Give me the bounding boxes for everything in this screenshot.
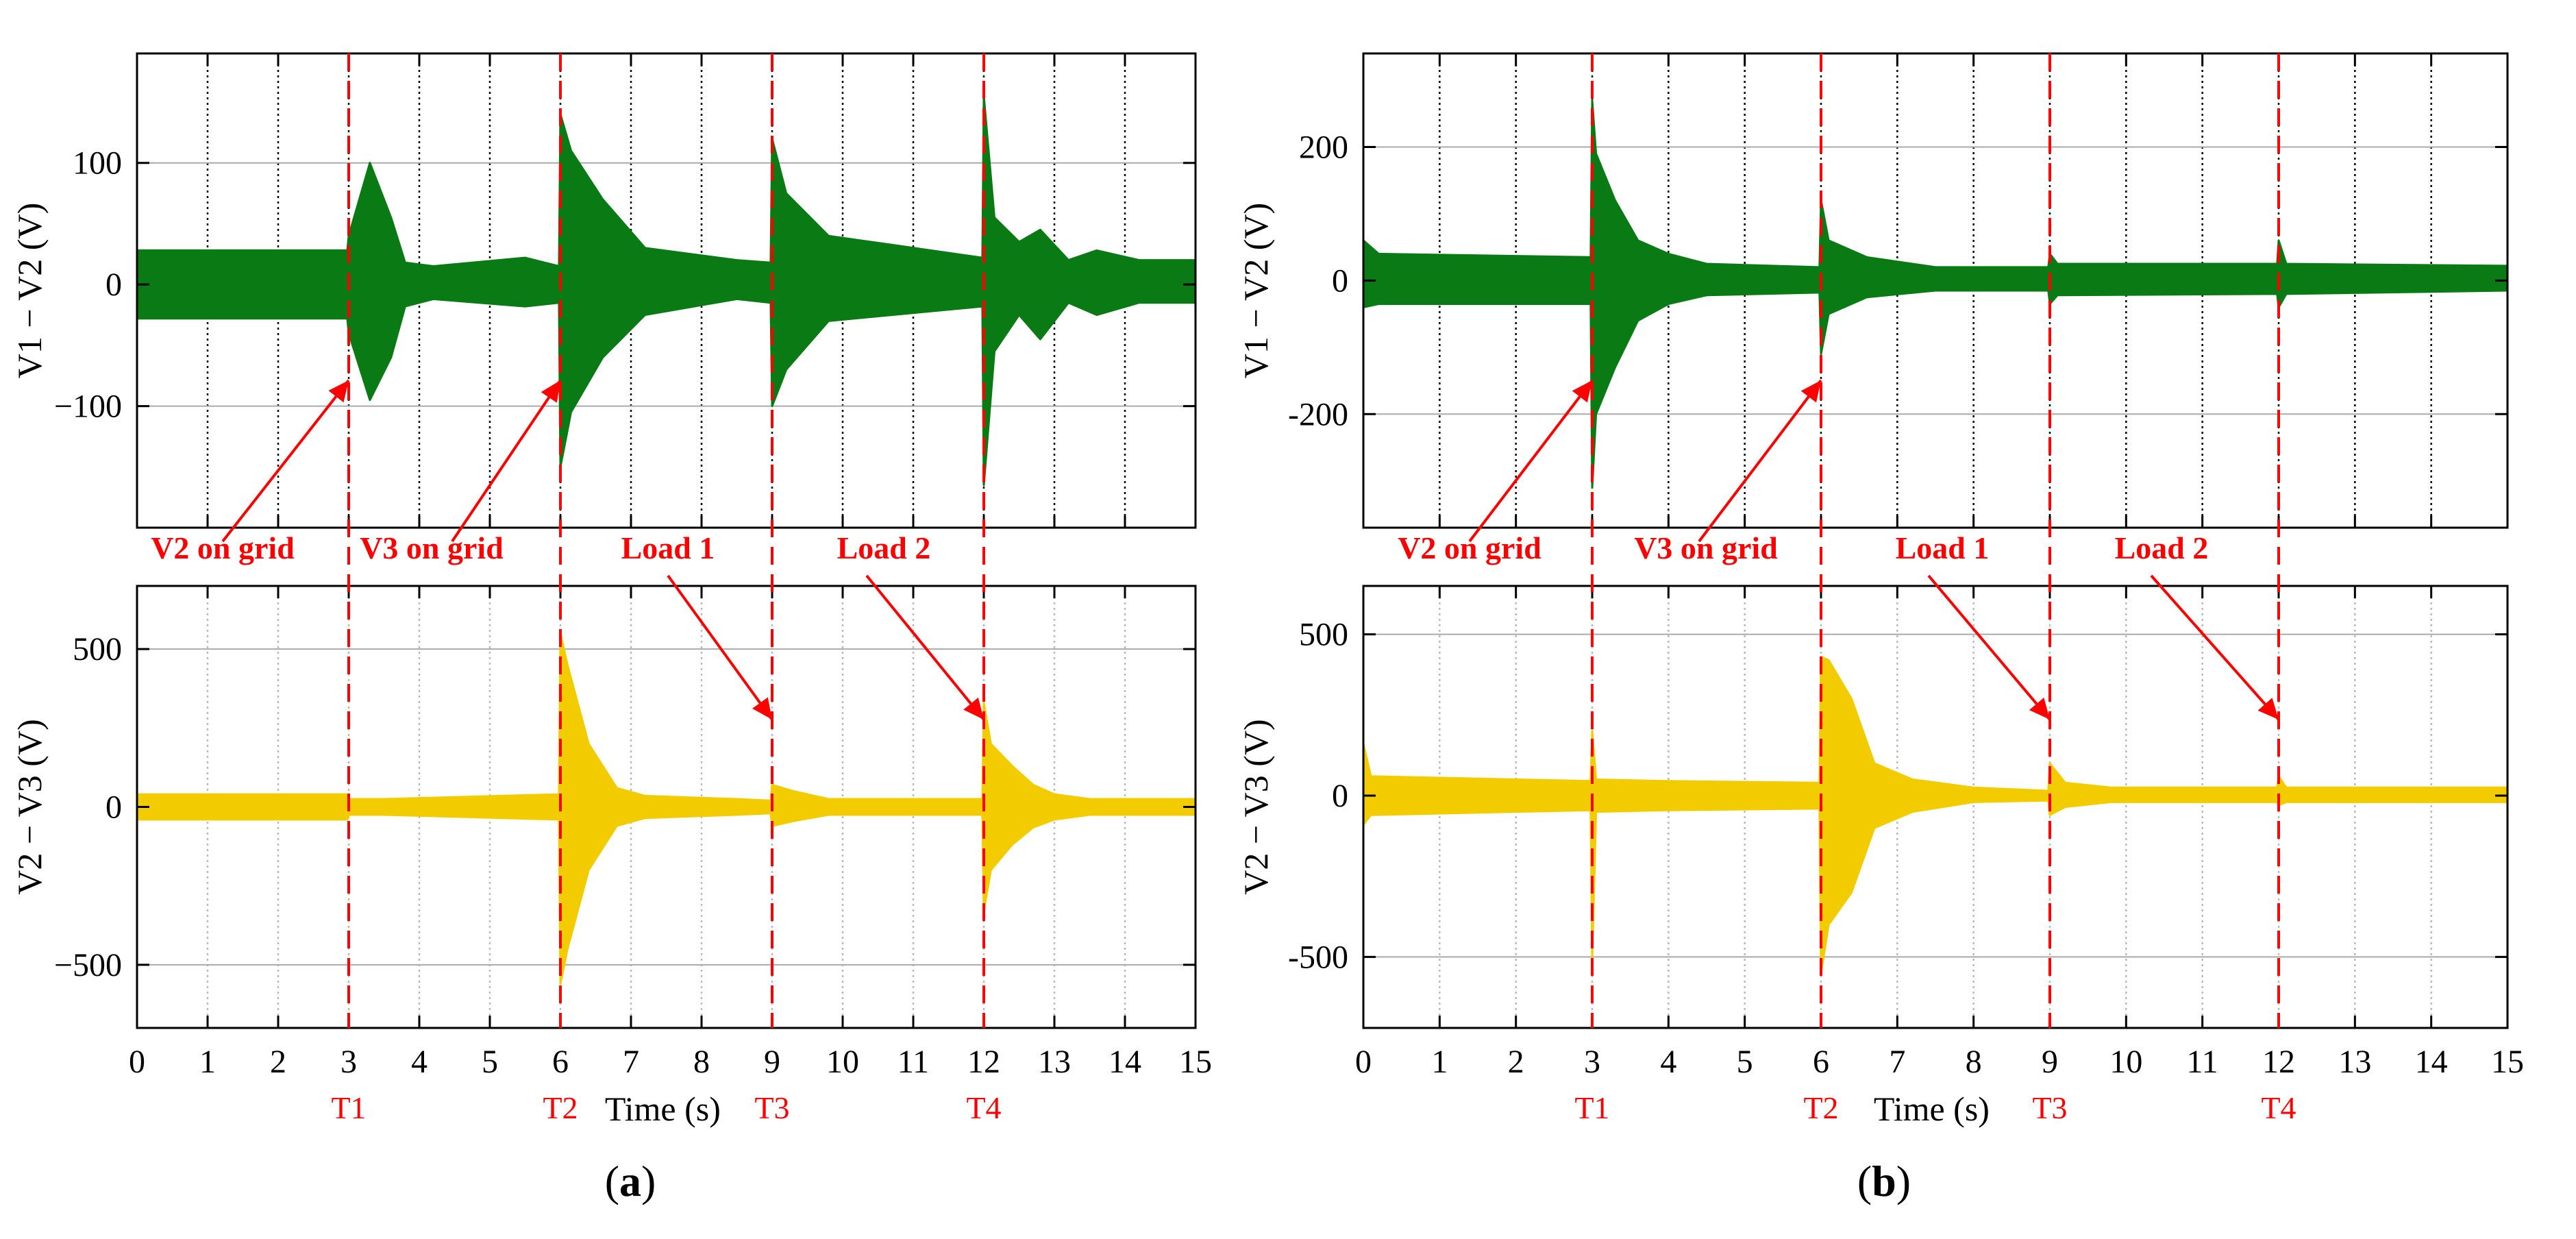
x-tick-label: 5 [1737,1044,1753,1080]
plot-frame [136,52,1197,529]
x-tick-label: 14 [2415,1044,2448,1080]
annotation-arrowhead [541,380,560,403]
x-tick-label: 14 [1109,1044,1141,1080]
x-tick-label: 1 [1431,1044,1448,1080]
annotation-arrowhead [328,380,349,403]
x-tick-label: 4 [411,1044,428,1080]
x-tick-label: 13 [1038,1044,1071,1080]
x-tick-label: 9 [764,1044,780,1080]
x-tick-label: 12 [967,1044,1000,1080]
x-tick-label: 11 [897,1044,929,1080]
y-axis-label: V1 − V2 (V) [1237,203,1275,378]
event-label: T3 [754,1090,789,1125]
annotation-label: V3 on grid [1634,530,1778,565]
y-tick-label: -200 [1288,396,1348,432]
annotation-label: V3 on grid [360,530,504,565]
annotation-label: Load 2 [837,530,931,565]
x-tick-label: 10 [2109,1044,2142,1080]
plot-frame [1362,585,2509,1029]
x-tick-label: 0 [1355,1044,1372,1080]
y-axis-label: V2 − V3 (V) [1237,719,1275,894]
annotation-arrowhead [752,697,772,720]
annotation-arrowhead [2029,698,2050,720]
event-label: T2 [1803,1090,1838,1125]
x-tick-label: 6 [552,1044,569,1080]
annotation-arrow [1468,379,1594,543]
annotation-arrow [1927,574,2051,721]
y-axis-label: V2 − V3 (V) [10,719,49,894]
x-tick-label: 8 [693,1044,710,1080]
y-tick-label: 0 [106,789,122,826]
x-tick-label: 8 [1966,1044,1982,1080]
signal-envelope [136,95,1197,487]
x-tick-label: 3 [1584,1044,1600,1080]
x-tick-label: 10 [826,1044,859,1080]
y-tick-label: 200 [1299,129,1348,165]
x-tick-label: 12 [2262,1044,2295,1080]
annotation-arrow [2150,574,2280,721]
annotation-arrowhead [963,697,984,720]
x-tick-label: 15 [1179,1044,1212,1080]
annotation-arrow [1698,379,1822,543]
caption-a: (a) [605,1157,656,1205]
x-axis-label: Time (s) [605,1090,721,1128]
y-tick-label: 500 [73,631,122,667]
x-tick-label: 15 [2491,1044,2524,1080]
event-label: T4 [2261,1090,2296,1125]
annotation-arrow [865,574,985,721]
annotation-arrowhead [1572,380,1592,403]
subplot-bottom: 500 0 −500 V2 − V3 (V) [10,585,1197,1029]
annotation-arrowhead [1800,380,1821,403]
annotation-arrowhead [2257,698,2279,720]
x-tick-label: 4 [1660,1044,1676,1080]
annotation-label: Load 1 [1896,530,1990,565]
x-tick-label: 2 [1508,1044,1524,1080]
x-tick-label: 7 [1889,1044,1905,1080]
event-label: T2 [543,1090,578,1125]
x-axis-label: Time (s) [1874,1090,1990,1128]
x-tick-label: 1 [199,1044,216,1080]
subplot-top: 200 0 -200 V1 − V2 (V) [1237,52,2509,529]
y-tick-label: 0 [106,267,122,303]
annotation-arrow [667,574,773,721]
x-tick-label: 2 [270,1044,286,1080]
caption-b: (b) [1857,1157,1911,1205]
panel-b: 200 0 -200 V1 − V2 (V) 500 0 -500 V2 − V3 (V) 0 1… [1237,52,2524,1128]
annotation-label: V2 on grid [151,530,295,565]
signal-envelope [1362,99,2509,489]
subplot-bottom: 500 0 -500 V2 − V3 (V) [1237,585,2509,1029]
x-tick-label: 11 [2187,1044,2218,1080]
y-tick-label: 0 [1332,262,1348,299]
signal-envelope [1362,656,2509,974]
event-label: T3 [2032,1090,2067,1125]
x-tick-label: 5 [482,1044,498,1080]
event-label: T4 [966,1090,1001,1125]
annotation-label: V2 on grid [1398,530,1541,565]
x-tick-label: 3 [340,1044,357,1080]
x-tick-label: 6 [1813,1044,1829,1080]
event-label: T1 [1574,1090,1609,1125]
y-tick-label: 500 [1299,617,1348,653]
y-tick-label: −100 [54,389,122,425]
x-tick-label: 0 [129,1044,145,1080]
x-tick-label: 7 [623,1044,639,1080]
y-tick-label: 0 [1332,778,1348,814]
x-tick-label: 9 [2042,1044,2058,1080]
y-tick-label: −500 [54,947,122,983]
annotation-arrow [221,379,350,543]
event-label: T1 [331,1090,366,1125]
annotation-label: Load 2 [2115,530,2209,565]
y-tick-label: 100 [73,145,122,182]
x-tick-label: 13 [2338,1044,2371,1080]
signal-envelope [136,632,1197,985]
annotation-arrow [451,379,562,543]
y-axis-label: V1 − V2 (V) [10,203,49,378]
annotation-label: Load 1 [621,530,715,565]
plot-frame [1362,52,2509,529]
y-tick-label: -500 [1288,939,1348,975]
